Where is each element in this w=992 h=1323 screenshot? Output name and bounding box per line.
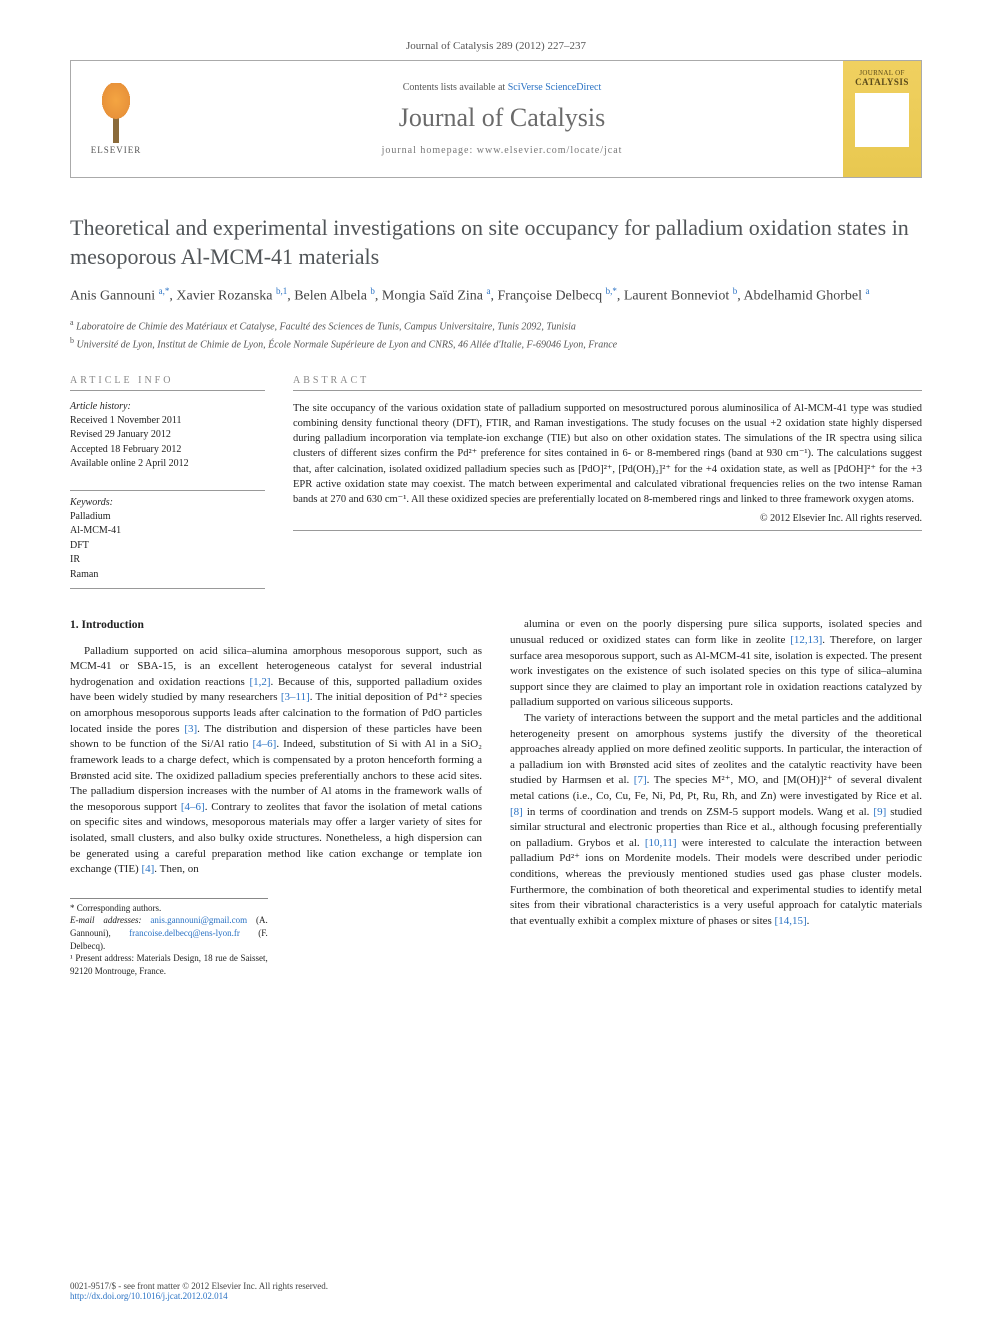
doi-link[interactable]: http://dx.doi.org/10.1016/j.jcat.2012.02… bbox=[70, 1291, 228, 1301]
contents-list-line: Contents lists available at SciVerse Sci… bbox=[403, 82, 602, 93]
intro-paragraph-1: Palladium supported on acid silica–alumi… bbox=[70, 644, 482, 878]
sciencedirect-link[interactable]: SciVerse ScienceDirect bbox=[508, 82, 602, 93]
keywords-label: Keywords: bbox=[70, 490, 265, 508]
email-link-2[interactable]: francoise.delbecq@ens-lyon.fr bbox=[129, 928, 240, 938]
page-footer: 0021-9517/$ - see front matter © 2012 El… bbox=[70, 1281, 922, 1301]
affiliation-a: a Laboratoire de Chimie des Matériaux et… bbox=[70, 317, 922, 335]
footnotes: * Corresponding authors. E-mail addresse… bbox=[70, 898, 268, 978]
journal-name: Journal of Catalysis bbox=[399, 103, 606, 133]
corresponding-author-note: * Corresponding authors. bbox=[70, 902, 268, 915]
section-1-heading: 1. Introduction bbox=[70, 617, 482, 633]
contents-prefix: Contents lists available at bbox=[403, 82, 508, 93]
email-addresses-line: E-mail addresses: anis.gannouni@gmail.co… bbox=[70, 914, 268, 952]
journal-cover-thumbnail[interactable]: JOURNAL OF CATALYSIS bbox=[843, 61, 921, 177]
body-column-left: 1. Introduction Palladium supported on a… bbox=[70, 617, 482, 977]
affiliations: a Laboratoire de Chimie des Matériaux et… bbox=[70, 317, 922, 353]
article-info-sidebar: ARTICLE INFO Article history: Received 1… bbox=[70, 375, 265, 590]
cover-line2: CATALYSIS bbox=[855, 77, 909, 87]
intro-paragraph-3: The variety of interactions between the … bbox=[510, 711, 922, 930]
article-history-label: Article history: bbox=[70, 401, 265, 412]
email-link-1[interactable]: anis.gannouni@gmail.com bbox=[150, 915, 247, 925]
abstract-text: The site occupancy of the various oxidat… bbox=[293, 401, 922, 508]
intro-paragraph-2: alumina or even on the poorly dispersing… bbox=[510, 617, 922, 711]
elsevier-logo[interactable]: ELSEVIER bbox=[81, 74, 151, 164]
article-title: Theoretical and experimental investigati… bbox=[70, 214, 922, 271]
author-list: Anis Gannouni a,*, Xavier Rozanska b,1, … bbox=[70, 285, 922, 307]
body-column-right: alumina or even on the poorly dispersing… bbox=[510, 617, 922, 977]
abstract-column: ABSTRACT The site occupancy of the vario… bbox=[293, 375, 922, 590]
abstract-copyright: © 2012 Elsevier Inc. All rights reserved… bbox=[293, 513, 922, 524]
body-text-columns: 1. Introduction Palladium supported on a… bbox=[70, 617, 922, 977]
keyword-list: PalladiumAl-MCM-41DFTIRRaman bbox=[70, 510, 265, 583]
issn-copyright-line: 0021-9517/$ - see front matter © 2012 El… bbox=[70, 1281, 922, 1291]
journal-reference: Journal of Catalysis 289 (2012) 227–237 bbox=[70, 40, 922, 52]
publisher-logo-area: ELSEVIER bbox=[71, 61, 161, 177]
elsevier-logo-text: ELSEVIER bbox=[91, 145, 142, 155]
article-history: Received 1 November 2011Revised 29 Janua… bbox=[70, 414, 265, 472]
article-info-heading: ARTICLE INFO bbox=[70, 375, 265, 391]
journal-homepage: journal homepage: www.elsevier.com/locat… bbox=[382, 145, 623, 156]
cover-image-placeholder bbox=[855, 93, 909, 147]
affiliation-b: b Université de Lyon, Institut de Chimie… bbox=[70, 335, 922, 353]
header-center: Contents lists available at SciVerse Sci… bbox=[161, 61, 843, 177]
journal-header-box: ELSEVIER Contents lists available at Sci… bbox=[70, 60, 922, 178]
present-address-note: ¹ Present address: Materials Design, 18 … bbox=[70, 952, 268, 977]
cover-line1: JOURNAL OF bbox=[859, 69, 904, 77]
elsevier-tree-icon bbox=[91, 83, 141, 143]
abstract-heading: ABSTRACT bbox=[293, 375, 922, 391]
